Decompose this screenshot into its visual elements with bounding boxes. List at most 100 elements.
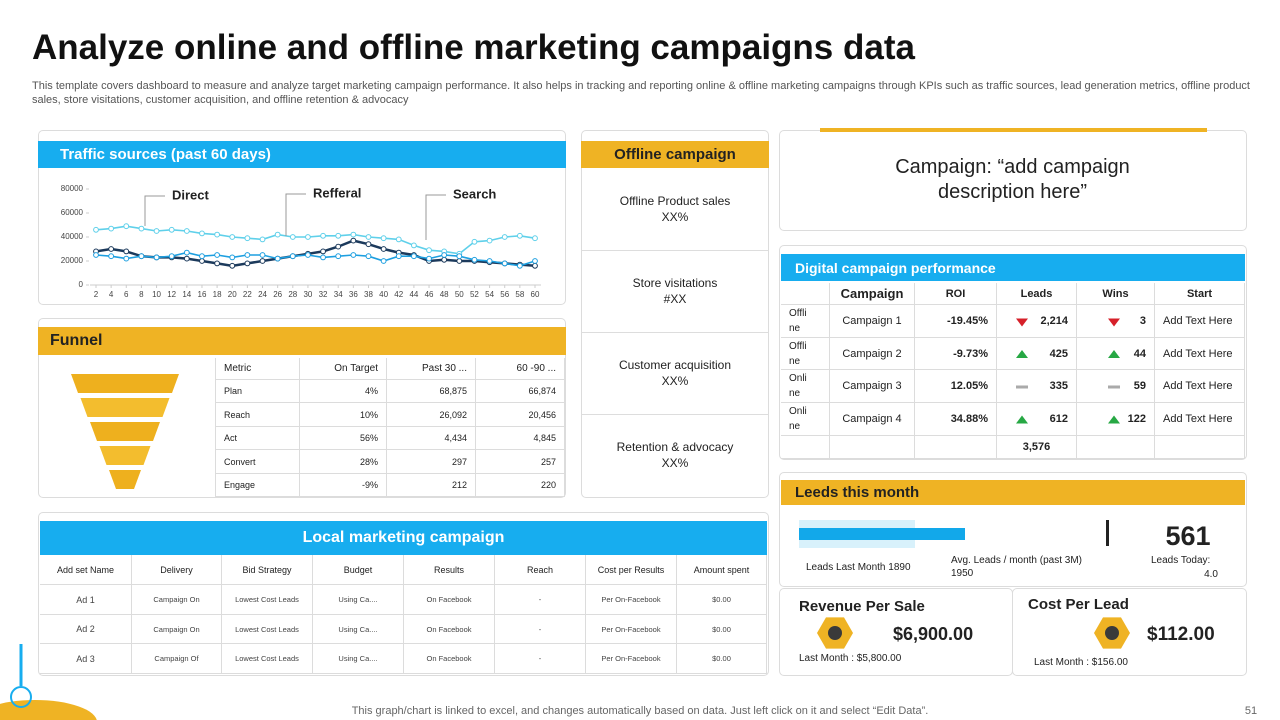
table-cell: 66,874 (476, 380, 565, 403)
point (486, 237, 493, 244)
traffic-panel (38, 130, 566, 305)
point (259, 236, 266, 243)
x-tick-label: 18 (213, 290, 222, 299)
kpi-title: Cost Per Lead (1028, 595, 1129, 613)
table-cell: Ad 2 (40, 615, 132, 644)
table-cell: Offline (781, 305, 830, 338)
table-cell: 44 (1077, 338, 1155, 370)
point (320, 254, 326, 261)
x-tick-label: 4 (109, 290, 114, 299)
table-header: Start (1155, 283, 1245, 305)
table-cell (830, 436, 915, 459)
x-tick-label: 40 (379, 290, 388, 299)
table-cell: 20,456 (476, 403, 565, 427)
point (471, 238, 478, 245)
point (259, 258, 266, 264)
point (229, 262, 236, 269)
table-cell: On Facebook (404, 585, 495, 615)
panel-header: Leeds this month (781, 480, 1245, 505)
table-cell: 12.05% (915, 370, 997, 403)
point (335, 232, 342, 239)
funnel-stage (109, 470, 141, 489)
leads-panel (779, 472, 1247, 587)
x-tick-label: 38 (364, 290, 373, 299)
point (244, 235, 251, 242)
x-tick-label: 44 (409, 290, 418, 299)
x-tick-label: 52 (470, 290, 479, 299)
table-header: ROI (915, 283, 997, 305)
point (259, 252, 266, 258)
table-header: Amount spent (677, 555, 767, 585)
point (350, 237, 357, 244)
x-tick-label: 36 (349, 290, 358, 299)
table-cell: Campaign Of (132, 644, 222, 674)
point (244, 252, 251, 258)
panel-header: Offline campaign (581, 141, 769, 168)
table-cell: - (495, 644, 586, 674)
x-tick-label: 34 (334, 290, 343, 299)
leads-today: 4.0 (1204, 568, 1218, 580)
point (214, 252, 221, 258)
table-cell: 612 (997, 403, 1077, 436)
x-tick-label: 56 (500, 290, 509, 299)
kpi-value: $6,900.00 (893, 623, 974, 644)
table-cell: Per On-Facebook (586, 644, 677, 674)
total-cell: 3,576 (997, 436, 1077, 459)
table-cell: Engage (215, 474, 300, 497)
table-cell: 425 (997, 338, 1077, 370)
table-header: Metric (215, 358, 300, 380)
table-cell: 212 (387, 474, 476, 497)
point (501, 234, 508, 240)
corner-decoration (0, 700, 97, 720)
leads-today-label: Leads Today: (1151, 554, 1211, 566)
point (532, 258, 538, 264)
callout-line (144, 195, 165, 226)
x-tick-label: 10 (152, 290, 161, 299)
table-cell: Offline (781, 338, 830, 370)
item-label: Offline Product sales (619, 194, 731, 208)
panel-header: Digital campaign performance (781, 254, 1245, 281)
point (244, 260, 251, 267)
accent-line (820, 128, 1207, 132)
table-cell: 34.88% (915, 403, 997, 436)
local-panel (38, 512, 769, 676)
table-cell: 297 (387, 450, 476, 474)
point (350, 252, 357, 258)
table-cell: 220 (476, 474, 565, 497)
table-cell: -19.45% (915, 305, 997, 338)
point (214, 260, 221, 267)
table-cell: Lowest Cost Leads (222, 644, 313, 674)
table-cell: -9.73% (915, 338, 997, 370)
table-cell: 257 (476, 450, 565, 474)
table-cell: 4% (300, 380, 387, 403)
table-cell: Lowest Cost Leads (222, 615, 313, 644)
divider-mark (1106, 520, 1109, 546)
point (289, 234, 296, 240)
offline-panel (581, 130, 769, 498)
point (214, 231, 221, 238)
point (108, 246, 115, 252)
point (441, 252, 448, 258)
trend-up (1108, 415, 1120, 424)
funnel-stage (90, 422, 160, 441)
table-cell: Act (215, 427, 300, 450)
point (486, 258, 493, 264)
panel-header: Funnel (38, 327, 566, 355)
table-cell: Online (781, 370, 830, 403)
table-cell (1077, 436, 1155, 459)
table-cell: On Facebook (404, 615, 495, 644)
table-cell: Campaign 2 (830, 338, 915, 370)
table-cell: On Facebook (404, 644, 495, 674)
table-cell (915, 436, 997, 459)
point (426, 255, 432, 262)
point (199, 230, 205, 237)
point (123, 223, 130, 230)
leads-last-month: Leads Last Month 1890 (806, 561, 911, 573)
table-cell: - (495, 585, 586, 615)
divider (581, 414, 769, 415)
table-cell: Campaign On (132, 585, 222, 615)
table-cell: Using Ca.... (313, 644, 404, 674)
table-cell: $0.00 (677, 615, 767, 644)
table-cell: Lowest Cost Leads (222, 585, 313, 615)
point (365, 253, 372, 260)
